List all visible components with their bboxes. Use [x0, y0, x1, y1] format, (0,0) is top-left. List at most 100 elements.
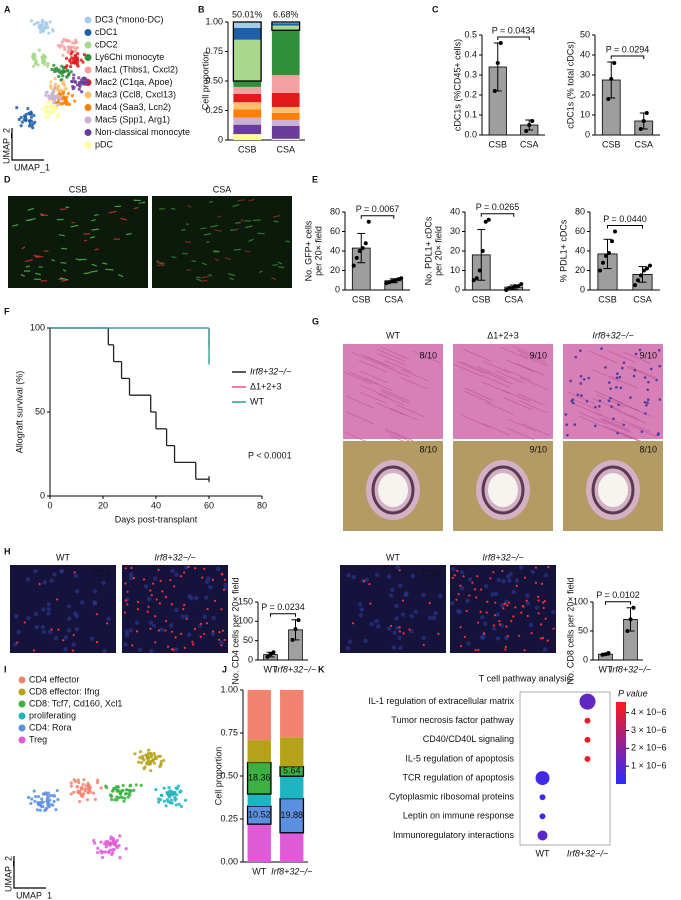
data-point [357, 249, 362, 253]
micrograph-texture [506, 574, 511, 579]
micrograph-texture [459, 626, 462, 629]
umap-cell [47, 111, 52, 115]
umap-cell [53, 86, 57, 90]
micrograph-texture [148, 620, 154, 625]
micrograph-texture [61, 247, 68, 250]
data-point [510, 286, 515, 291]
micrograph-texture [437, 632, 440, 635]
micrograph-texture [351, 622, 355, 625]
umap-cell [64, 95, 69, 99]
micrograph-texture [507, 578, 512, 583]
micrograph-texture [506, 427, 535, 441]
micrograph-texture [462, 575, 465, 578]
image-title: Δ1+2+3 [487, 330, 519, 340]
micrograph-texture [477, 648, 480, 652]
umap-cell [41, 800, 45, 804]
legend-swatch [18, 688, 26, 696]
micrograph-texture [589, 350, 618, 364]
bar-segment [271, 119, 300, 126]
score: 9/10 [529, 444, 547, 454]
x-tick-label: 40 [151, 500, 161, 510]
micrograph-texture [632, 374, 636, 378]
panel-label: G [312, 316, 319, 326]
micrograph-texture [25, 265, 30, 268]
data-point [387, 280, 392, 285]
y-tick-label: 0 [585, 129, 590, 139]
umap-cell [128, 793, 132, 797]
micrograph-texture [541, 636, 545, 639]
micrograph-texture [38, 582, 41, 586]
umap-cell [137, 760, 141, 764]
micrograph-texture [544, 617, 547, 620]
y-axis-label: per 20× field [313, 226, 323, 276]
umap-cell [123, 796, 127, 800]
bar-segment [247, 762, 271, 795]
micrograph-texture [34, 625, 40, 630]
micrograph-texture [511, 589, 516, 595]
umap-cell [149, 759, 154, 763]
umap-cell [46, 61, 50, 66]
micrograph-texture [20, 274, 25, 277]
micrograph-texture [408, 628, 411, 631]
micrograph-texture [220, 608, 223, 611]
micrograph-texture [149, 589, 152, 592]
data-point [396, 277, 401, 282]
legend-label: WT [250, 396, 264, 406]
umap-cell [32, 64, 36, 68]
micrograph-texture [126, 590, 129, 593]
micrograph-texture [471, 581, 474, 584]
panel-label: E [312, 174, 318, 184]
umap-cell [134, 783, 138, 787]
bar-segment [247, 806, 271, 825]
micrograph-texture [506, 359, 535, 373]
micrograph-texture [503, 368, 532, 382]
umap-cell [31, 57, 35, 61]
micrograph-texture [154, 641, 157, 644]
micrograph-texture [537, 599, 540, 602]
umap-cell [140, 756, 145, 761]
micrograph-texture [83, 239, 88, 242]
umap-cell [175, 787, 179, 791]
micrograph-texture [453, 574, 456, 577]
micrograph-texture [171, 207, 176, 210]
umap-cell [52, 794, 57, 798]
micrograph-texture [201, 576, 204, 579]
micrograph-texture [645, 403, 648, 407]
micrograph-texture [346, 395, 375, 409]
micrograph-texture [517, 349, 546, 363]
umap-cell [77, 76, 81, 80]
pathway-dot [539, 794, 546, 801]
umap-cell [96, 846, 100, 850]
umap-cell [66, 39, 70, 43]
micrograph [152, 196, 292, 288]
umap-cell [43, 25, 47, 29]
umap-cell [41, 28, 45, 33]
umap-cell [108, 848, 112, 852]
annotation: 50.01% [232, 9, 263, 19]
panel-label: I [4, 664, 7, 674]
umap-cell [140, 761, 144, 765]
micrograph-texture [384, 428, 414, 442]
umap-cell [145, 760, 150, 764]
y-axis-label: Cell proportion [213, 747, 223, 806]
micrograph-texture [72, 633, 75, 637]
y-tick-label: 0.2 [464, 89, 477, 99]
micrograph-texture [363, 638, 368, 644]
micrograph-texture [170, 630, 174, 633]
umap-cell [39, 30, 43, 34]
micrograph-texture [451, 567, 456, 572]
micrograph-texture [24, 259, 33, 263]
micrograph-texture [498, 623, 501, 626]
data-point [601, 260, 605, 265]
micrograph-texture [591, 465, 635, 515]
umap-cell [52, 63, 56, 67]
umap-cell [19, 124, 23, 128]
micrograph-texture [525, 599, 528, 602]
bar-segment [280, 737, 304, 767]
micrograph-texture [499, 603, 505, 608]
micrograph-texture [376, 624, 381, 629]
y-tick-label: 0.00 [220, 856, 238, 866]
x-tick-label: 80 [257, 500, 267, 510]
micrograph-texture [189, 595, 194, 601]
umap-cell [83, 789, 87, 793]
